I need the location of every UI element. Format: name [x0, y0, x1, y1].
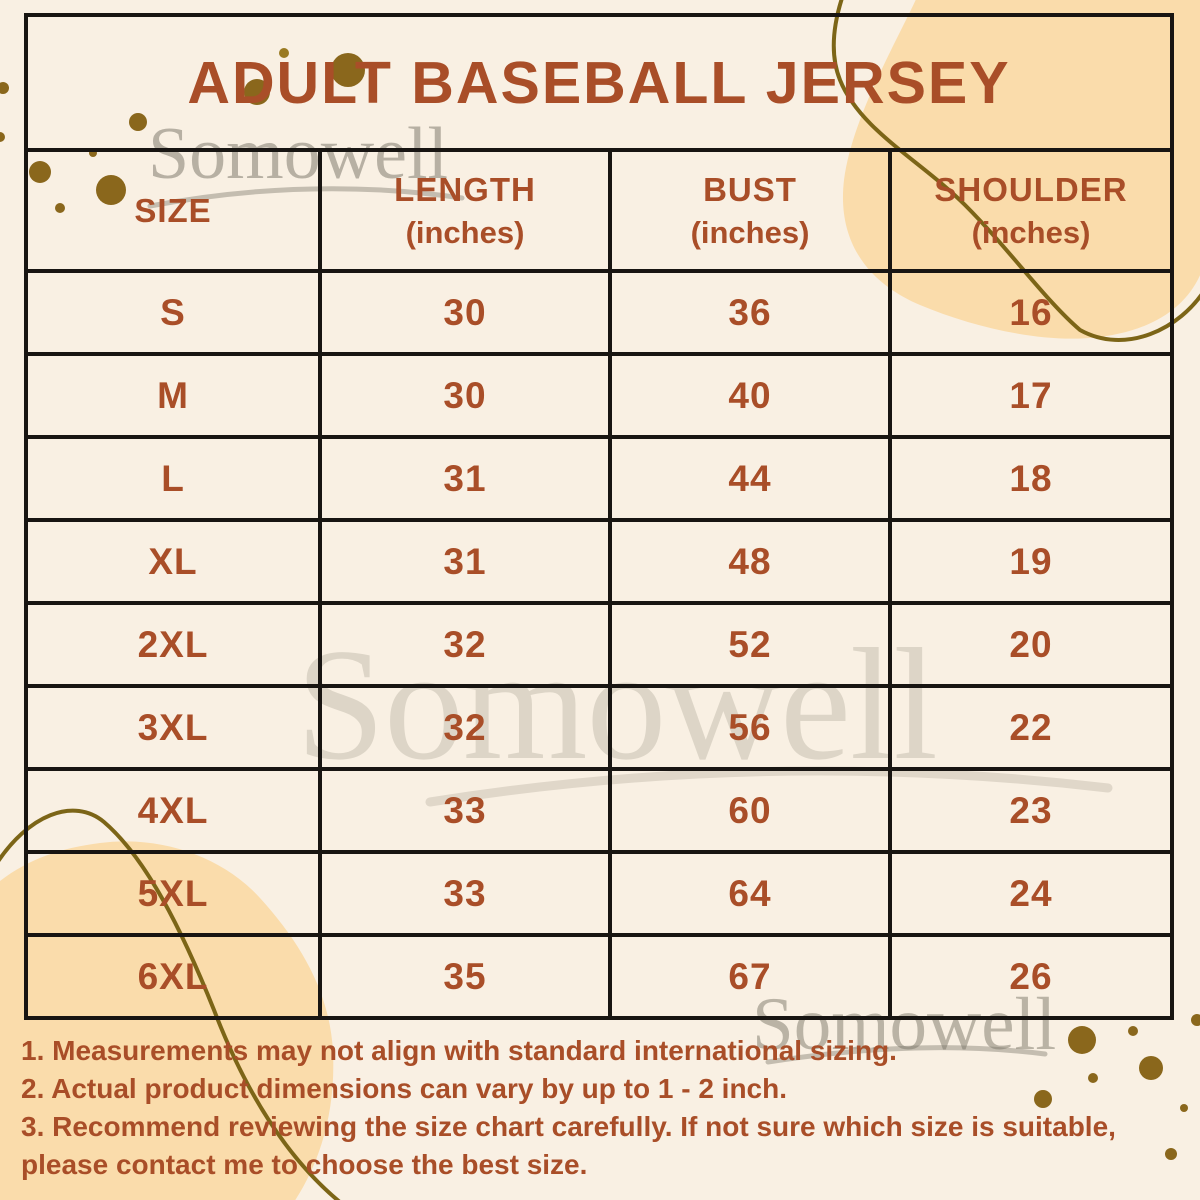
- size-cell: 3XL: [28, 688, 322, 771]
- value-cell: 22: [892, 688, 1170, 771]
- table-row: 3XL 32 56 22: [28, 688, 1170, 771]
- table-row: 4XL 33 60 23: [28, 771, 1170, 854]
- size-cell: S: [28, 273, 322, 356]
- curve-top-right: [831, 0, 1200, 342]
- table-row: 6XL 35 67 26: [28, 937, 1170, 1016]
- value-cell: 44: [612, 439, 892, 522]
- value-cell: 17: [892, 356, 1170, 439]
- blob-top-right: [843, 0, 1200, 339]
- header-bust-label: BUST: [703, 170, 797, 208]
- value-cell: 33: [322, 771, 612, 854]
- value-cell: 56: [612, 688, 892, 771]
- header-bust: BUST (inches): [612, 152, 892, 273]
- value-cell: 33: [322, 854, 612, 937]
- value-cell: 60: [612, 771, 892, 854]
- size-chart-sheet: ADULT BASEBALL JERSEY SIZE LENGTH (inche…: [24, 13, 1174, 1020]
- watermark-swooshes: [147, 186, 1113, 1065]
- page-title: ADULT BASEBALL JERSEY: [187, 49, 1011, 116]
- value-cell: 40: [612, 356, 892, 439]
- curve-bottom-left: [0, 808, 341, 1200]
- value-cell: 36: [612, 273, 892, 356]
- note-line: 3. Recommend reviewing the size chart ca…: [21, 1111, 1116, 1180]
- size-cell: 4XL: [28, 771, 322, 854]
- value-cell: 19: [892, 522, 1170, 605]
- header-shoulder-unit: (inches): [971, 214, 1091, 250]
- watermark-swoosh-bottom: [765, 1045, 1048, 1065]
- table-row: XL 31 48 19: [28, 522, 1170, 605]
- watermark-swoosh-middle: [425, 766, 1113, 807]
- value-cell: 32: [322, 605, 612, 688]
- header-length: LENGTH (inches): [322, 152, 612, 273]
- size-cell: M: [28, 356, 322, 439]
- value-cell: 35: [322, 937, 612, 1016]
- table-row: 2XL 32 52 20: [28, 605, 1170, 688]
- header-length-unit: (inches): [405, 214, 525, 250]
- header-shoulder: SHOULDER (inches): [892, 152, 1170, 273]
- table-row: L 31 44 18: [28, 439, 1170, 522]
- table-body: S 30 36 16 M 30 40 17 L 31 44 18 XL 31 48 19 2XL 32 52 20 3X…: [28, 273, 1170, 1016]
- table-row: M 30 40 17: [28, 356, 1170, 439]
- value-cell: 31: [322, 439, 612, 522]
- header-shoulder-label: SHOULDER: [934, 170, 1128, 208]
- watermark-top: Somowell: [148, 113, 449, 195]
- value-cell: 48: [612, 522, 892, 605]
- value-cell: 20: [892, 605, 1170, 688]
- paint-dots: [0, 48, 1200, 1160]
- notes: 1. Measurements may not align with stand…: [21, 1032, 1176, 1184]
- size-cell: 2XL: [28, 605, 322, 688]
- value-cell: 26: [1009, 955, 1053, 997]
- watermark-bottom: Somowell: [752, 983, 1057, 1066]
- blob-bottom-left: [0, 841, 334, 1200]
- watermark-swoosh-top: [147, 186, 465, 209]
- header-bust-unit: (inches): [690, 214, 810, 250]
- table-row: 5XL 33 64 24: [28, 854, 1170, 937]
- size-cell: XL: [28, 522, 322, 605]
- header-size-label: SIZE: [134, 192, 212, 229]
- value-cell: 31: [322, 522, 612, 605]
- size-cell: L: [28, 439, 322, 522]
- header-length-label: LENGTH: [394, 170, 536, 208]
- value-cell: 24: [892, 854, 1170, 937]
- value-cell: 16: [892, 273, 1170, 356]
- watermark-middle: Somowell: [296, 615, 938, 793]
- value-cell: 18: [892, 439, 1170, 522]
- size-cell: 6XL: [28, 937, 322, 1016]
- note-line: 2. Actual product dimensions can vary by…: [21, 1073, 788, 1104]
- title-box: ADULT BASEBALL JERSEY: [28, 17, 1170, 152]
- value-cell: 64: [612, 854, 892, 937]
- header-size: SIZE: [28, 152, 322, 273]
- size-cell: 5XL: [28, 854, 322, 937]
- value-cell: 32: [322, 688, 612, 771]
- value-cell: 67: [612, 937, 892, 1016]
- table-row: S 30 36 16: [28, 273, 1170, 356]
- table-header-row: SIZE LENGTH (inches) BUST (inches) SHOUL…: [28, 152, 1170, 273]
- note-line: 1. Measurements may not align with stand…: [21, 1035, 897, 1066]
- value-cell: 23: [892, 771, 1170, 854]
- value-cell: 30: [322, 273, 612, 356]
- value-cell: 52: [612, 605, 892, 688]
- value-cell: 30: [322, 356, 612, 439]
